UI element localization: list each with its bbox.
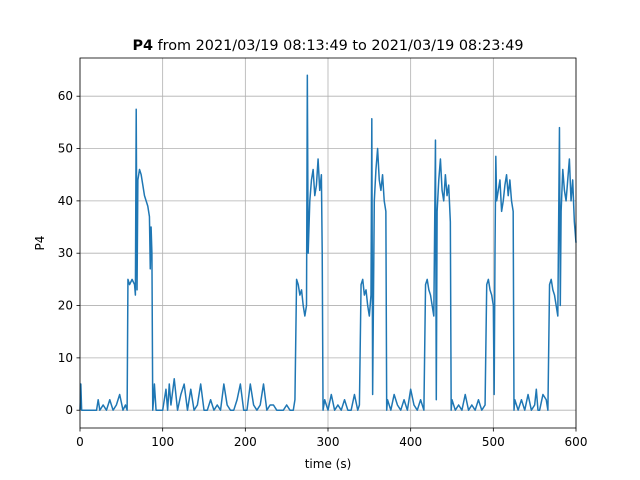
x-tick-label: 500: [482, 435, 505, 449]
y-axis-label: P4: [33, 236, 47, 251]
y-tick-label: 30: [58, 246, 73, 260]
title-text: from 2021/03/19 08:13:49 to 2021/03/19 0…: [158, 38, 524, 54]
line-series: [79, 74, 577, 411]
x-tick-label: 600: [565, 435, 588, 449]
y-tick-label: 50: [58, 142, 73, 156]
chart-title: P4 from 2021/03/19 08:13:49 to 2021/03/1…: [132, 38, 523, 54]
x-tick-label: 0: [76, 435, 84, 449]
y-tick-label: 20: [58, 299, 73, 313]
x-tick-label: 100: [151, 435, 174, 449]
y-tick-label: 0: [65, 403, 73, 417]
y-tick-label: 40: [58, 194, 73, 208]
title-bold: P4: [132, 38, 153, 54]
axes-frame: [79, 57, 577, 429]
x-tick-label: 400: [399, 435, 422, 449]
y-tick-label: 60: [58, 89, 73, 103]
x-axis-label: time (s): [305, 457, 352, 471]
x-tick-label: 300: [317, 435, 340, 449]
x-tick-label: 200: [234, 435, 257, 449]
y-tick-label: 10: [58, 351, 73, 365]
